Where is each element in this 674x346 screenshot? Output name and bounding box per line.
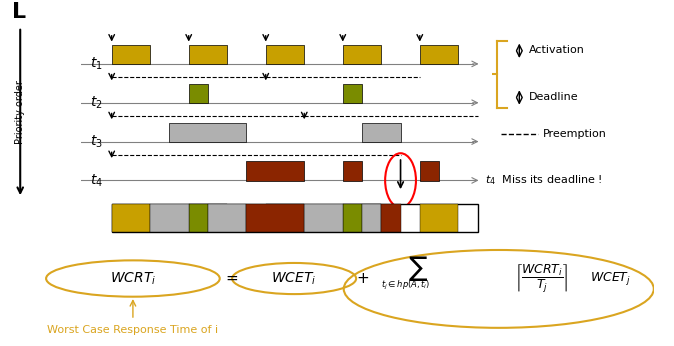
Bar xyxy=(208,204,247,232)
Bar xyxy=(247,204,304,232)
Text: $WCET_j$: $WCET_j$ xyxy=(590,270,631,287)
Text: Activation: Activation xyxy=(528,45,584,55)
Text: Preemption: Preemption xyxy=(543,129,607,139)
Text: $t_4$: $t_4$ xyxy=(90,172,103,189)
FancyBboxPatch shape xyxy=(112,204,478,232)
Bar xyxy=(189,204,208,232)
Bar xyxy=(189,204,227,232)
Text: Priority order: Priority order xyxy=(16,81,25,144)
Bar xyxy=(343,204,362,232)
Text: Worst Case Response Time of i: Worst Case Response Time of i xyxy=(47,326,218,335)
Text: $t_4$  Miss its deadline !: $t_4$ Miss its deadline ! xyxy=(485,173,603,187)
Bar xyxy=(112,204,150,232)
Text: $WCET_i$: $WCET_i$ xyxy=(272,270,317,287)
Text: $\sum$: $\sum$ xyxy=(408,254,428,283)
Text: $t_3$: $t_3$ xyxy=(90,133,102,150)
Bar xyxy=(381,204,400,232)
Bar xyxy=(304,204,343,232)
Text: $WCRT_i$: $WCRT_i$ xyxy=(110,270,156,287)
Bar xyxy=(420,204,458,232)
Text: +: + xyxy=(356,271,369,286)
Text: $t_j \in hp(A,t_i)$: $t_j \in hp(A,t_i)$ xyxy=(381,279,431,292)
Text: =: = xyxy=(226,271,239,286)
Text: L: L xyxy=(12,2,26,22)
Text: Deadline: Deadline xyxy=(528,92,578,102)
Bar xyxy=(266,204,304,232)
Bar xyxy=(150,204,189,232)
Bar xyxy=(362,204,381,232)
Bar xyxy=(343,204,381,232)
Text: $t_1$: $t_1$ xyxy=(90,56,102,72)
Text: $\left\lceil\dfrac{WCRT_i}{T_j}\right\rceil$: $\left\lceil\dfrac{WCRT_i}{T_j}\right\rc… xyxy=(516,263,569,294)
Text: $t_2$: $t_2$ xyxy=(90,94,102,111)
